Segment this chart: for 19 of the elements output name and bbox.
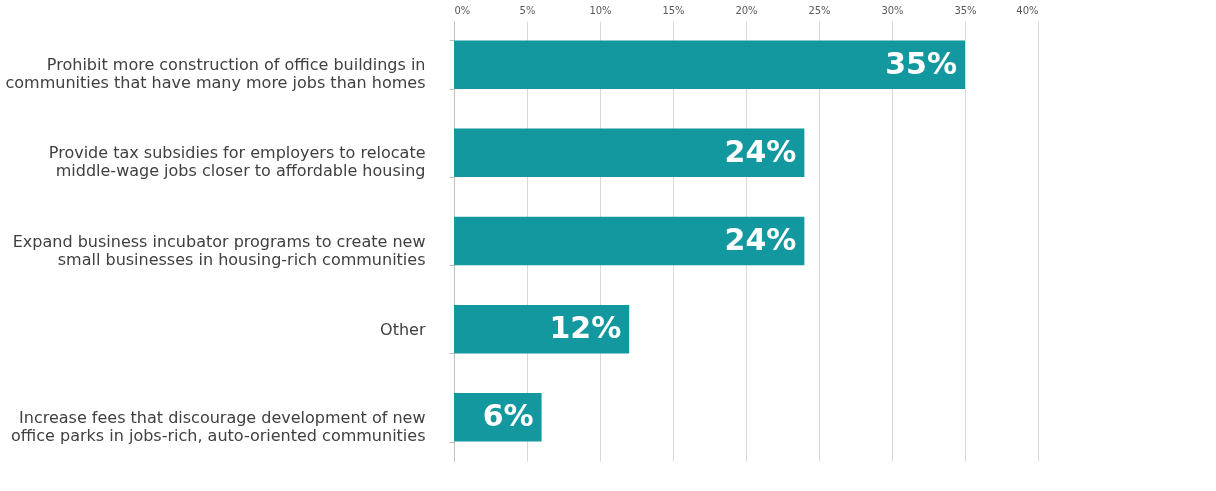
data-label: 6% bbox=[482, 398, 534, 434]
x-tick-label: 0% bbox=[454, 4, 471, 16]
x-tick-label: 10% bbox=[589, 4, 612, 16]
data-label: 12% bbox=[549, 310, 622, 346]
data-label: 35% bbox=[885, 45, 957, 81]
y-tick-label: Provide tax subsidies for employers to relocate middle-wage jobs closer to affordable housing bbox=[48, 143, 426, 181]
x-tick-label: 5% bbox=[519, 4, 536, 16]
y-tick-label: Prohibit more construction of office buildings in communities that have many more jobs than homes bbox=[5, 55, 426, 93]
y-tick-label: Increase fees that discourage development of new office parks in jobs-rich, auto-oriented communities bbox=[11, 407, 426, 445]
y-tick-label: Expand business incubator programs to create new small businesses in housing-rich communities bbox=[12, 231, 426, 269]
y-tick-label: Other bbox=[380, 319, 426, 339]
x-tick-label: 40% bbox=[1016, 4, 1039, 16]
x-tick-label: 30% bbox=[881, 4, 904, 16]
data-label: 24% bbox=[724, 222, 797, 257]
x-tick-label: 25% bbox=[808, 4, 831, 16]
x-tick-label: 20% bbox=[735, 4, 758, 16]
x-tick-label: 35% bbox=[954, 4, 977, 16]
data-label: 24% bbox=[724, 133, 797, 169]
x-tick-label: 15% bbox=[662, 4, 685, 16]
